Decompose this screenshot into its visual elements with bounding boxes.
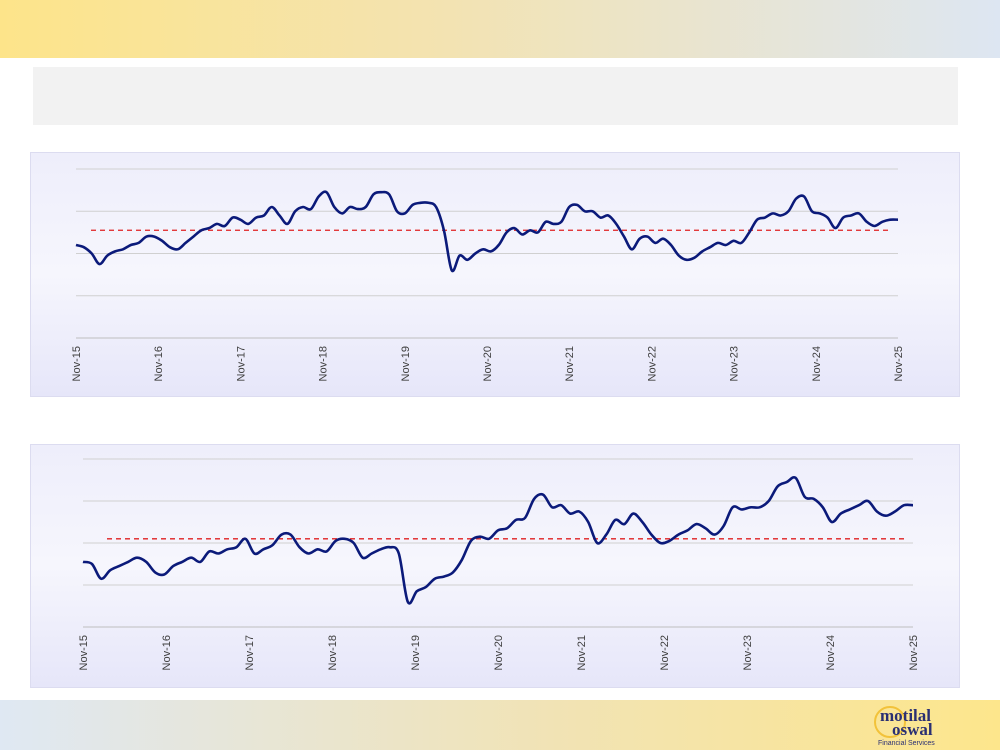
x-tick-label: Nov-20	[493, 635, 505, 670]
chart-panel-1: Nov-15 Nov-16 Nov-17 Nov-18 Nov-19 Nov-20 Nov-…	[30, 152, 960, 397]
header-band	[0, 0, 1000, 58]
logo-ring	[874, 706, 906, 738]
series-line	[75, 190, 899, 273]
x-tick-label: Nov-24	[825, 635, 837, 670]
x-tick-label: Nov-22	[659, 635, 671, 670]
line-chart-2: Nov-15 Nov-16 Nov-17 Nov-18 Nov-19 Nov-20 Nov-…	[78, 458, 920, 670]
series-line	[82, 476, 914, 605]
x-tick-label: Nov-17	[235, 346, 247, 381]
logo-tagline: Financial Services	[878, 740, 935, 747]
x-tick-label: Nov-24	[811, 346, 823, 381]
x-tick-label: Nov-20	[482, 346, 494, 381]
x-tick-label: Nov-19	[400, 346, 412, 381]
x-tick-label: Nov-16	[153, 346, 165, 381]
logo-line-1: motilal	[880, 706, 931, 725]
line-chart-1: Nov-15 Nov-16 Nov-17 Nov-18 Nov-19 Nov-20 Nov-…	[71, 168, 905, 381]
slide-title-box	[33, 67, 958, 125]
x-tick-label: Nov-16	[161, 635, 173, 670]
x-tick-label: Nov-19	[410, 635, 422, 670]
x-tick-label: Nov-25	[893, 346, 905, 381]
x-tick-label: Nov-22	[646, 346, 658, 381]
x-tick-label: Nov-21	[576, 635, 588, 670]
footer-band	[0, 700, 1000, 750]
x-tick-label: Nov-18	[318, 346, 330, 381]
x-tick-label: Nov-23	[742, 635, 754, 670]
logo-line-2: oswal	[892, 720, 933, 739]
x-tick-label: Nov-25	[908, 635, 920, 670]
x-tick-label: Nov-17	[244, 635, 256, 670]
x-tick-label: Nov-15	[71, 346, 83, 381]
x-tick-label: Nov-15	[78, 635, 90, 670]
x-tick-label: Nov-21	[564, 346, 576, 381]
chart-panel-2: Nov-15 Nov-16 Nov-17 Nov-18 Nov-19 Nov-20 Nov-…	[30, 444, 960, 688]
company-logo: motilal oswal Financial Services	[872, 704, 962, 748]
x-tick-label: Nov-23	[729, 346, 741, 381]
x-tick-label: Nov-18	[327, 635, 339, 670]
